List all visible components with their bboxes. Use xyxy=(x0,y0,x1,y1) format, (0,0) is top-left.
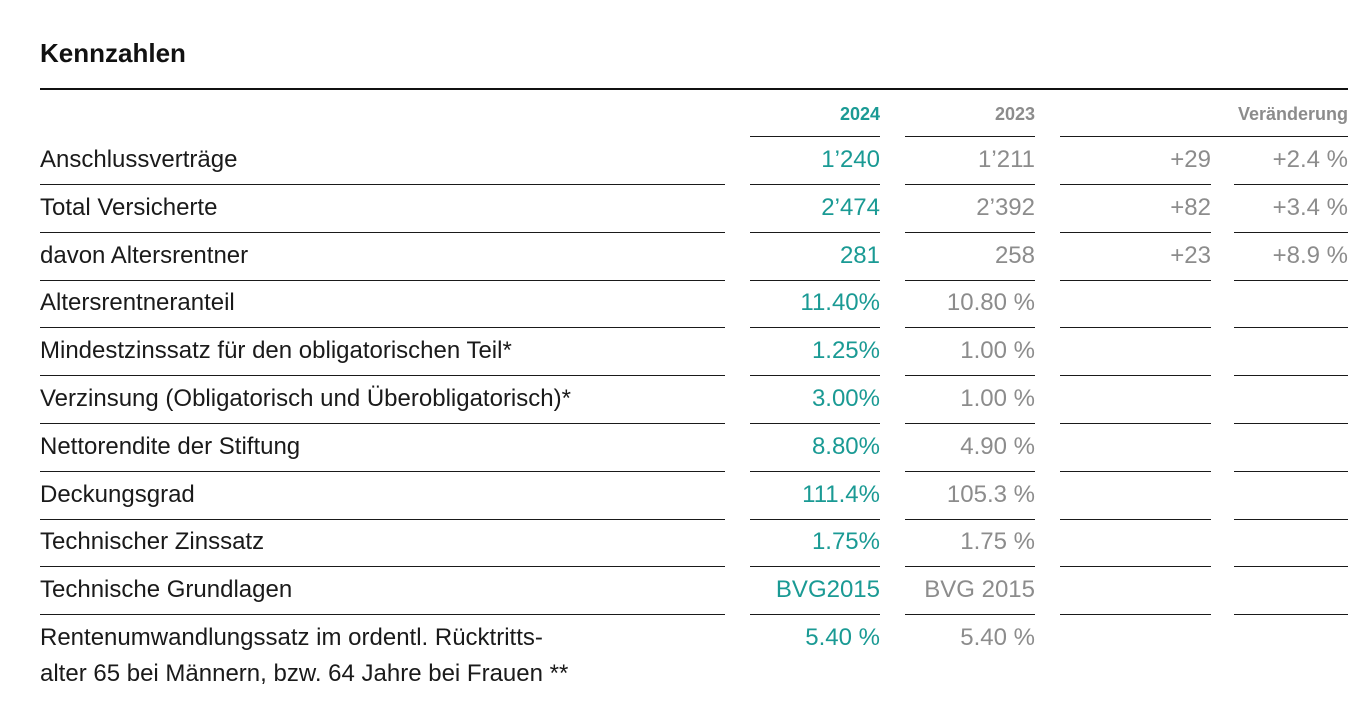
row-rule-label xyxy=(40,471,725,472)
change-percent: +8.9 % xyxy=(1272,242,1348,269)
value-2023: 10.80 % xyxy=(946,289,1035,316)
row-rule-2024 xyxy=(750,327,880,328)
row-rule-pct xyxy=(1234,232,1348,233)
value-2024: 281 xyxy=(839,242,880,269)
row-rule-abs xyxy=(1060,232,1211,233)
value-2024: 1.25% xyxy=(811,337,880,364)
row-rule-abs xyxy=(1060,471,1211,472)
value-2024: 111.4% xyxy=(802,481,880,508)
row-rule-2023 xyxy=(905,423,1035,424)
row-rule-2023 xyxy=(905,280,1035,281)
row-rule-2023 xyxy=(905,519,1035,520)
top-rule xyxy=(40,88,1348,90)
value-2024: 11.40% xyxy=(800,289,880,316)
row-rule-2023 xyxy=(905,375,1035,376)
row-label: davon Altersrentner xyxy=(40,242,249,269)
row-rule-2023 xyxy=(905,614,1035,615)
row-rule-label xyxy=(40,232,725,233)
row-rule-pct xyxy=(1234,519,1348,520)
value-2024: 1’240 xyxy=(821,146,880,173)
row-rule-pct xyxy=(1234,280,1348,281)
row-label: Mindestzinssatz für den obligatorischen … xyxy=(40,337,512,364)
row-rule-2023 xyxy=(905,184,1035,185)
header-2023: 2023 xyxy=(994,104,1035,124)
row-rule-abs xyxy=(1060,423,1211,424)
value-2023: 1.00 % xyxy=(960,337,1035,364)
row-rule-2024 xyxy=(750,184,880,185)
row-rule-2024 xyxy=(750,375,880,376)
row-label: Rentenumwandlungssatz im ordentl. Rücktr… xyxy=(40,624,543,651)
row-rule-label xyxy=(40,375,725,376)
header-change: Veränderung xyxy=(1237,104,1348,124)
row-rule-2023 xyxy=(905,566,1035,567)
row-rule-2024 xyxy=(750,519,880,520)
row-rule-label xyxy=(40,519,725,520)
row-rule-2024 xyxy=(750,566,880,567)
row-rule-2023 xyxy=(905,232,1035,233)
page-title: Kennzahlen xyxy=(40,38,186,68)
row-rule-2023 xyxy=(905,327,1035,328)
value-2024: 2’474 xyxy=(821,194,880,221)
value-2023: 105.3 % xyxy=(946,481,1035,508)
row-rule-2024 xyxy=(750,423,880,424)
row-rule-2023 xyxy=(905,471,1035,472)
row-rule-abs xyxy=(1060,614,1211,615)
row-rule-pct xyxy=(1234,423,1348,424)
row-label: Technische Grundlagen xyxy=(40,576,293,603)
change-percent: +2.4 % xyxy=(1272,146,1348,173)
header-2024: 2024 xyxy=(839,104,880,124)
row-rule-2024 xyxy=(750,471,880,472)
change-absolute: +23 xyxy=(1170,242,1211,269)
row-label: Nettorendite der Stiftung xyxy=(40,433,301,460)
value-2024: 8.80% xyxy=(811,433,880,460)
row-rule-pct xyxy=(1234,471,1348,472)
value-2023: BVG 2015 xyxy=(924,576,1035,603)
value-2023: 1.75 % xyxy=(960,528,1035,555)
value-2023: 1.00 % xyxy=(960,385,1035,412)
value-2023: 2’392 xyxy=(976,194,1035,221)
value-2024: 1.75% xyxy=(811,528,880,555)
row-rule-pct xyxy=(1234,566,1348,567)
row-label: Technischer Zinssatz xyxy=(40,528,265,555)
row-rule-abs xyxy=(1060,375,1211,376)
row-rule-2024 xyxy=(750,232,880,233)
row-rule-2024 xyxy=(750,614,880,615)
row-rule-label xyxy=(40,184,725,185)
row-rule-label xyxy=(40,280,725,281)
value-2023: 258 xyxy=(994,242,1035,269)
row-rule-abs xyxy=(1060,280,1211,281)
row-rule-abs xyxy=(1060,566,1211,567)
row-rule-label xyxy=(40,423,725,424)
row-label: Altersrentneranteil xyxy=(40,289,235,316)
value-2023: 1’211 xyxy=(978,146,1035,173)
value-2024: 3.00% xyxy=(811,385,880,412)
row-rule-label xyxy=(40,327,725,328)
row-label: Total Versicherte xyxy=(40,194,218,221)
header-rule-2023 xyxy=(905,136,1035,137)
row-rule-pct xyxy=(1234,184,1348,185)
row-rule-pct xyxy=(1234,327,1348,328)
row-label: Anschlussverträge xyxy=(40,146,238,173)
change-absolute: +82 xyxy=(1170,194,1211,221)
value-2023: 4.90 % xyxy=(960,433,1035,460)
change-absolute: +29 xyxy=(1170,146,1211,173)
row-rule-2024 xyxy=(750,280,880,281)
value-2023: 5.40 % xyxy=(960,624,1035,651)
value-2024: 5.40 % xyxy=(805,624,880,651)
row-rule-abs xyxy=(1060,184,1211,185)
row-rule-abs xyxy=(1060,519,1211,520)
row-rule-abs xyxy=(1060,327,1211,328)
row-label: Verzinsung (Obligatorisch und Überobliga… xyxy=(40,385,571,412)
change-percent: +3.4 % xyxy=(1272,194,1348,221)
row-rule-pct xyxy=(1234,614,1348,615)
header-rule-change xyxy=(1060,136,1348,137)
row-rule-label xyxy=(40,614,725,615)
value-2024: BVG2015 xyxy=(775,576,880,603)
header-rule-2024 xyxy=(750,136,880,137)
row-rule-label xyxy=(40,566,725,567)
row-label: Deckungsgrad xyxy=(40,481,195,508)
row-label-cont: alter 65 bei Männern, bzw. 64 Jahre bei … xyxy=(40,660,569,687)
row-rule-pct xyxy=(1234,375,1348,376)
